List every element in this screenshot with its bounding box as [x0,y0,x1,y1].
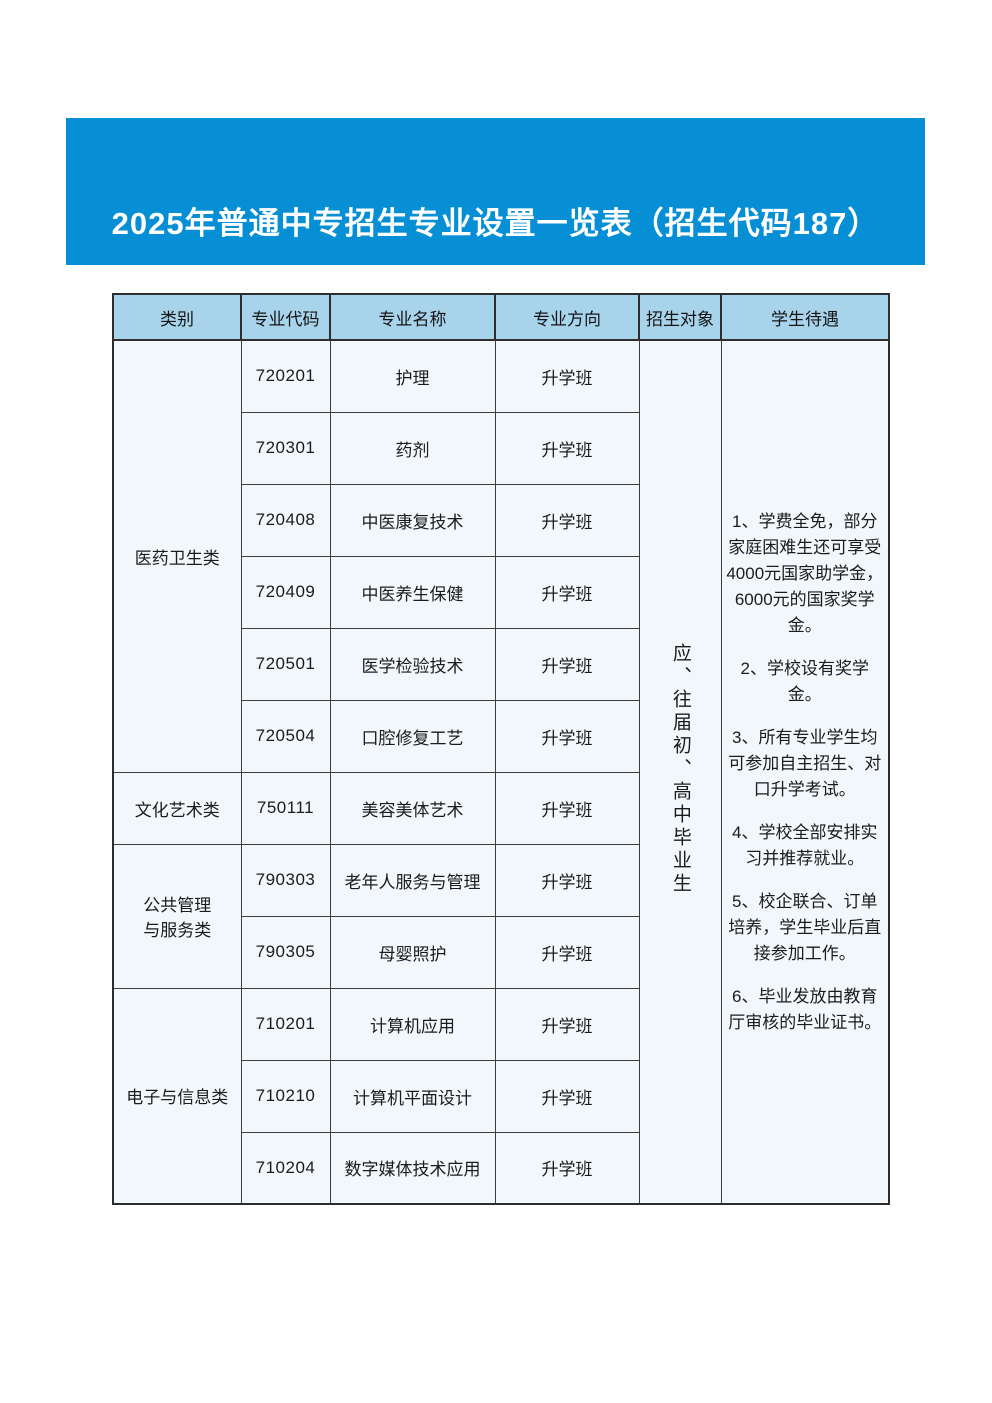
code-cell: 720501 [240,627,331,701]
header-category: 类别 [112,293,242,341]
direction-cell: 升学班 [494,843,640,917]
direction-cell: 升学班 [494,771,640,845]
code-cell: 720409 [240,555,331,629]
table-row: 医药卫生类 720201 护理 升学班 应、往届初、高中毕业生 1、学费全免，部分家庭困难… [112,339,890,1205]
benefits-cell: 1、学费全免，部分家庭困难生还可享受4000元国家助学金，6000元的国家奖学金… [720,339,890,1205]
category-cell: 医药卫生类 [112,339,242,773]
header-row: 类别 专业代码 专业名称 专业方向 招生对象 学生待遇 [112,293,890,341]
table-row: 720409 中医养生保健 升学班 [113,555,889,629]
direction-cell: 升学班 [494,699,640,773]
header-target: 招生对象 [638,293,722,341]
category-label: 公共管理 [143,896,212,915]
code-cell: 720301 [240,411,331,485]
header-major: 专业名称 [329,293,496,341]
table-row: 公共管理 与服务类 790303 老年人服务与管理 升学班 [112,843,889,989]
category-cell: 文化艺术类 [112,771,242,845]
category-label: 文化艺术类 [134,800,220,820]
code-cell: 750111 [240,771,331,845]
major-cell: 药剂 [329,411,496,485]
direction-cell: 升学班 [494,339,640,413]
enrollment-target-cell: 应、往届初、高中毕业生 [638,339,722,1205]
major-cell: 计算机平面设计 [329,1059,496,1133]
category-label: 电子与信息类 [126,1088,229,1108]
code-cell: 720201 [240,339,331,413]
table-row: 720408 中医康复技术 升学班 [113,483,889,557]
major-cell: 老年人服务与管理 [329,843,496,917]
code-cell: 710210 [240,1059,331,1133]
code-cell: 790303 [240,843,331,917]
title-banner: 2025年普通中专招生专业设置一览表（招生代码187） [66,118,925,265]
benefit-item: 4、学校全部安排实习并推荐就业。 [732,822,878,868]
table-row: 710204 数字媒体技术应用 升学班 [113,1131,889,1205]
table-header: 类别 专业代码 专业名称 专业方向 招生对象 学生待遇 [112,293,890,341]
direction-cell: 升学班 [494,1059,640,1133]
code-cell: 710204 [240,1131,331,1205]
major-cell: 母婴照护 [329,915,496,989]
major-cell: 美容美体艺术 [329,771,496,845]
major-cell: 中医康复技术 [329,483,496,557]
table-row: 720504 口腔修复工艺 升学班 [113,699,889,773]
header-direction: 专业方向 [494,293,640,341]
direction-cell: 升学班 [494,915,640,989]
category-cell: 电子与信息类 [112,987,242,1205]
code-cell: 710201 [240,987,331,1061]
header-benefits: 学生待遇 [720,293,890,341]
table-body: 医药卫生类 720201 护理 升学班 应、往届初、高中毕业生 1、学费全免，部分家庭困难… [112,339,890,1205]
direction-cell: 升学班 [494,483,640,557]
header-code: 专业代码 [240,293,331,341]
direction-cell: 升学班 [494,1131,640,1205]
direction-cell: 升学班 [494,555,640,629]
category-label: 与服务类 [143,921,212,940]
majors-table-container: 类别 专业代码 专业名称 专业方向 招生对象 学生待遇 医药卫生类 720201 护… [112,293,890,1205]
enrollment-target-text: 应、往届初、高中毕业生 [669,643,691,896]
benefit-item: 5、校企联合、订单培养，学生毕业后直接参加工作。 [728,891,882,963]
table-row: 720501 医学检验技术 升学班 [113,627,889,701]
major-cell: 计算机应用 [329,987,496,1061]
major-cell: 医学检验技术 [329,627,496,701]
direction-cell: 升学班 [494,627,640,701]
majors-table: 类别 专业代码 专业名称 专业方向 招生对象 学生待遇 医药卫生类 720201 护… [112,293,890,1205]
table-row: 文化艺术类 750111 美容美体艺术 升学班 [112,771,889,845]
major-cell: 数字媒体技术应用 [329,1131,496,1205]
table-row: 电子与信息类 710201 计算机应用 升学班 [112,987,889,1205]
benefit-item: 3、所有专业学生均可参加自主招生、对口升学考试。 [728,727,882,799]
benefit-item: 1、学费全免，部分家庭困难生还可享受4000元国家助学金，6000元的国家奖学金… [726,511,884,635]
table-row: 710210 计算机平面设计 升学班 [113,1059,889,1133]
benefit-item: 2、学校设有奖学金。 [740,658,869,704]
benefit-item: 6、毕业发放由教育厅审核的毕业证书。 [728,986,882,1032]
major-cell: 口腔修复工艺 [329,699,496,773]
major-cell: 护理 [329,339,496,413]
direction-cell: 升学班 [494,411,640,485]
category-label: 医药卫生类 [134,548,220,568]
code-cell: 790305 [240,915,331,989]
code-cell: 720408 [240,483,331,557]
page-title: 2025年普通中专招生专业设置一览表（招生代码187） [111,206,880,241]
category-cell: 公共管理 与服务类 [112,843,242,989]
code-cell: 720504 [240,699,331,773]
direction-cell: 升学班 [494,987,640,1061]
table-row: 790305 母婴照护 升学班 [113,915,889,989]
major-cell: 中医养生保健 [329,555,496,629]
table-row: 720301 药剂 升学班 [113,411,889,485]
